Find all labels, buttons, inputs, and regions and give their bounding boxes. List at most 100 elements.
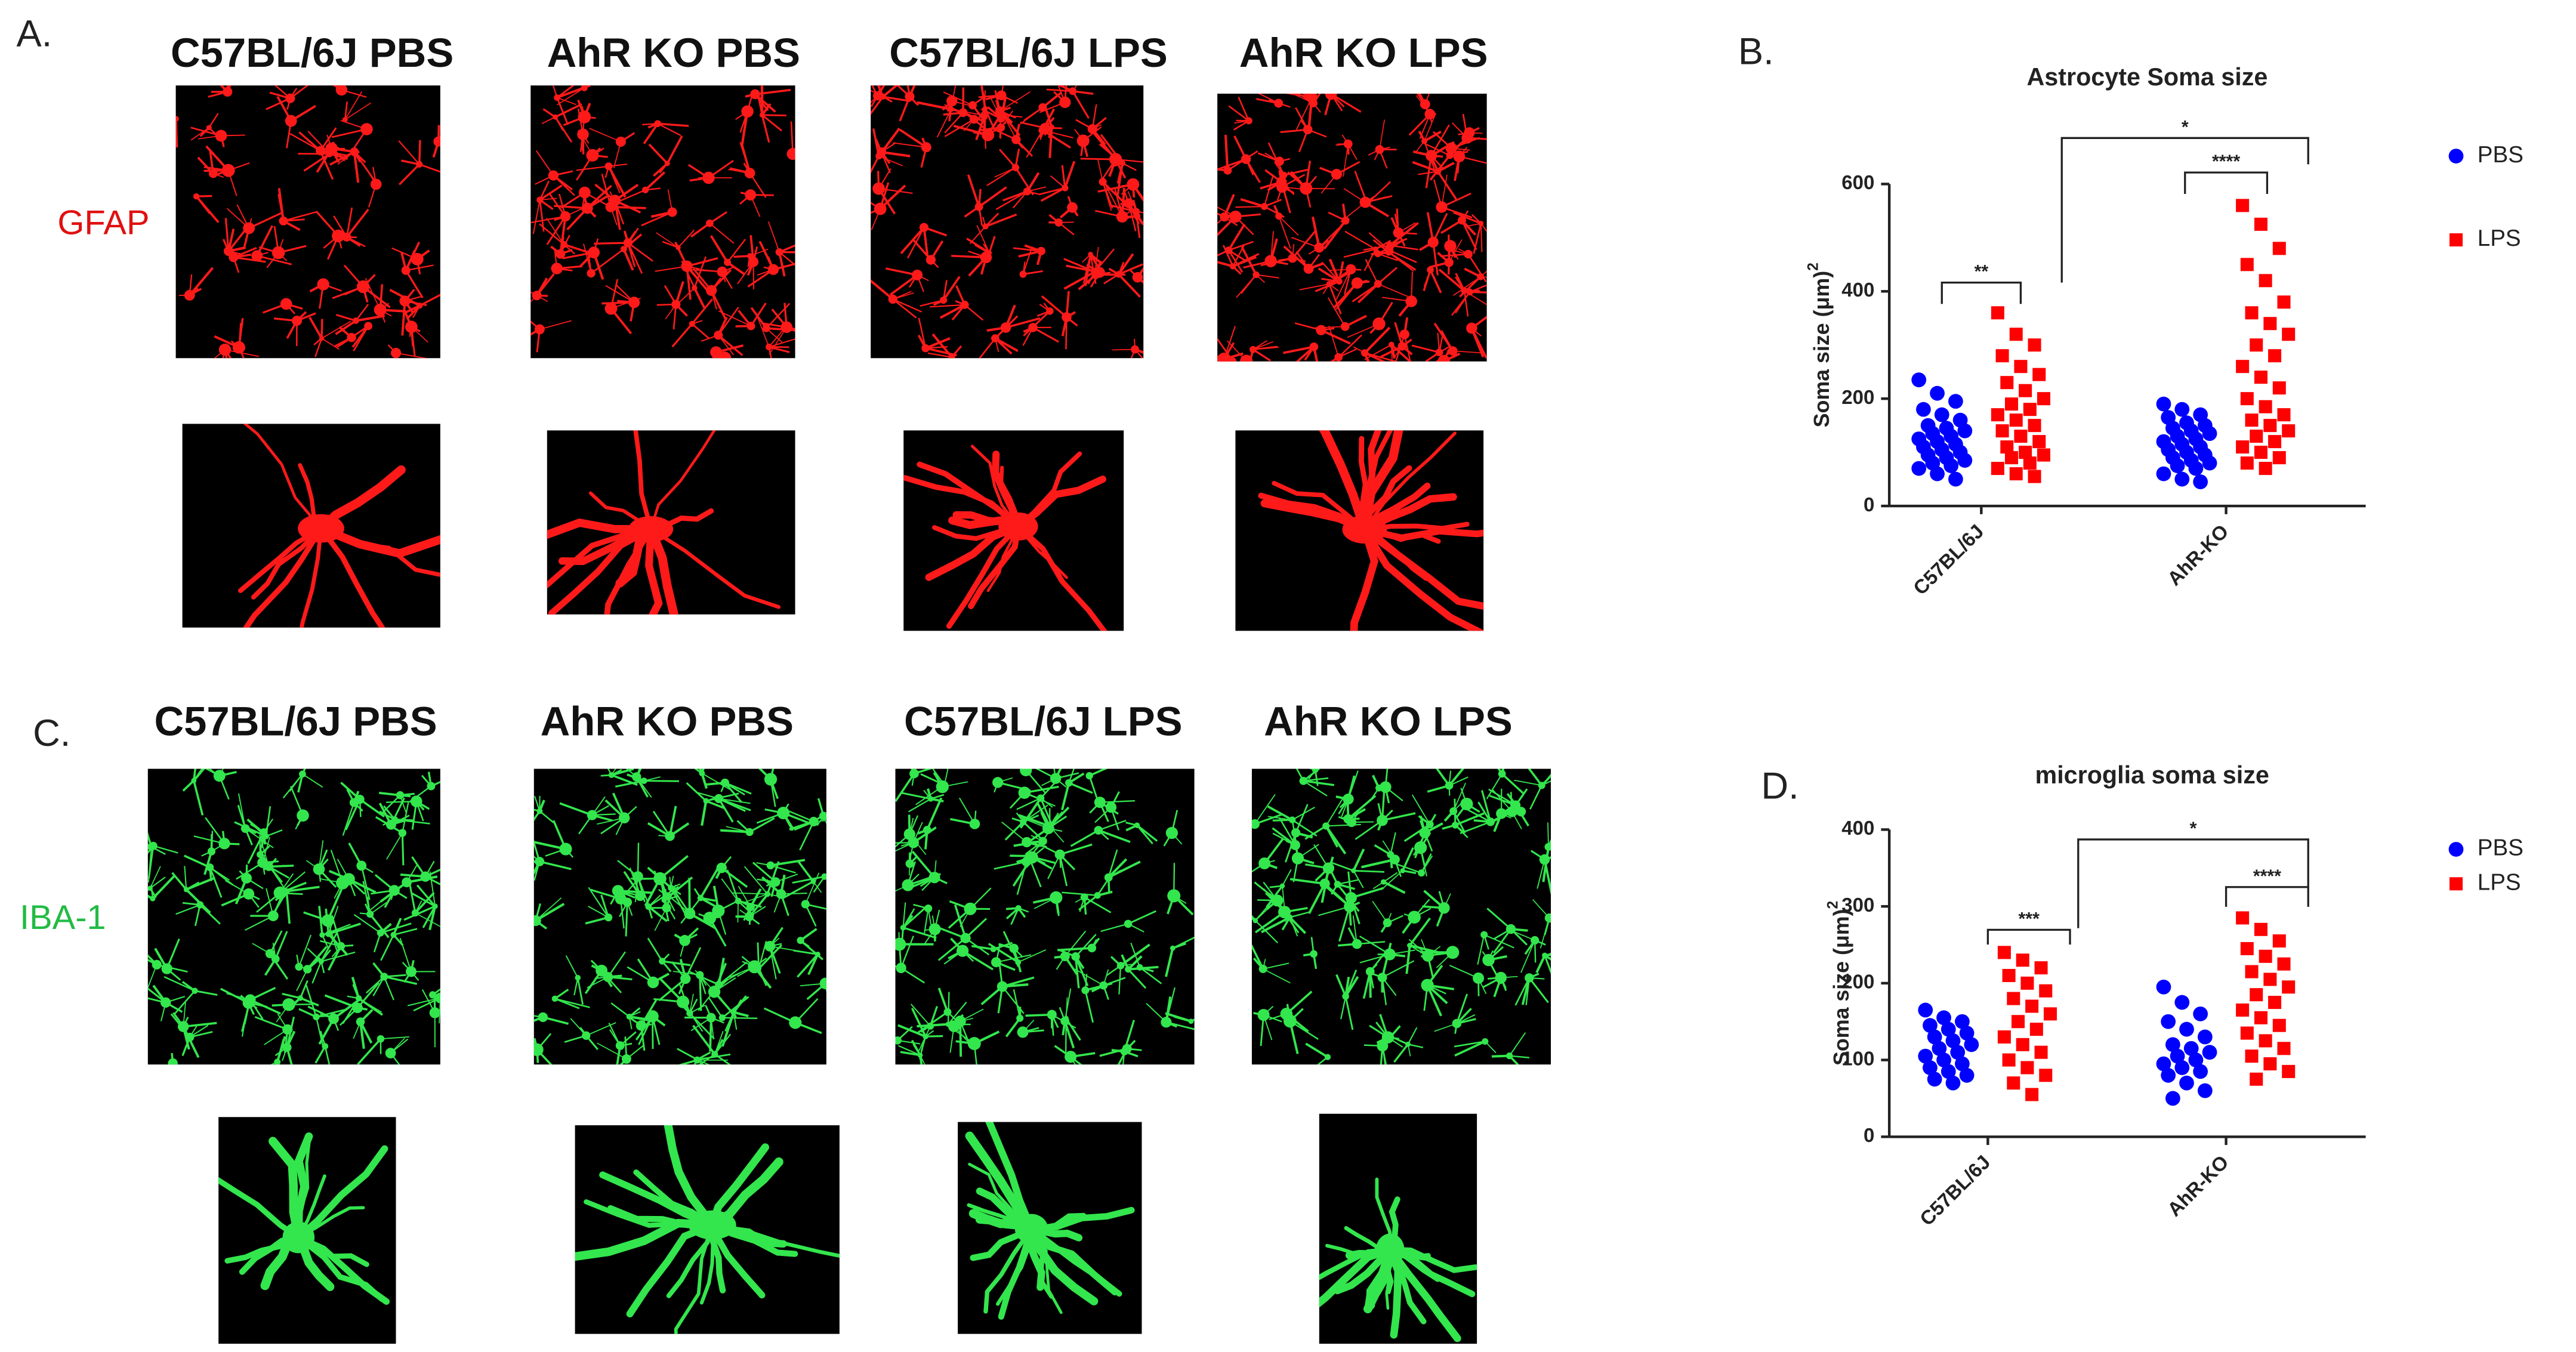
process xyxy=(243,424,323,530)
process xyxy=(1441,174,1448,208)
process xyxy=(1529,785,1542,810)
process xyxy=(1363,249,1377,271)
process xyxy=(390,1052,400,1065)
process xyxy=(968,1209,1036,1234)
process xyxy=(318,906,323,936)
process xyxy=(1437,162,1455,173)
process xyxy=(588,887,609,918)
process xyxy=(779,244,795,254)
process xyxy=(623,233,643,250)
process xyxy=(934,860,937,878)
process xyxy=(1438,891,1445,909)
process xyxy=(692,1024,716,1055)
process xyxy=(1023,270,1043,276)
process xyxy=(320,961,325,974)
process xyxy=(1511,811,1522,829)
process xyxy=(1350,526,1378,631)
process xyxy=(1072,90,1094,95)
process xyxy=(1223,326,1236,360)
process xyxy=(147,844,152,848)
process xyxy=(650,211,673,218)
process xyxy=(783,302,788,328)
process xyxy=(326,888,343,921)
process xyxy=(277,1013,288,1030)
process xyxy=(1347,143,1358,160)
process xyxy=(171,1052,174,1064)
process xyxy=(560,249,573,255)
significance-bracket xyxy=(1941,281,2022,304)
process xyxy=(332,85,343,91)
process xyxy=(541,116,556,125)
process xyxy=(430,780,440,788)
process xyxy=(1361,526,1484,610)
process xyxy=(1369,323,1380,334)
micrograph xyxy=(147,768,440,1065)
process xyxy=(345,208,369,238)
process xyxy=(160,1002,166,1021)
process xyxy=(1131,184,1136,198)
process xyxy=(172,1012,184,1027)
process xyxy=(366,896,371,915)
process xyxy=(1083,897,1087,915)
process xyxy=(766,302,791,329)
process xyxy=(701,334,719,342)
process xyxy=(264,958,277,976)
process xyxy=(386,832,403,860)
data-point xyxy=(1932,1041,1947,1056)
process xyxy=(1387,1246,1477,1273)
process xyxy=(1532,899,1550,919)
process xyxy=(1541,773,1551,786)
process xyxy=(766,861,780,894)
process xyxy=(372,166,377,185)
process xyxy=(1528,768,1543,786)
significance-label: **** xyxy=(2212,152,2240,172)
process xyxy=(592,813,616,816)
process xyxy=(1350,887,1384,899)
process xyxy=(554,116,564,131)
y-tick-label: 600 xyxy=(1841,171,1874,193)
process xyxy=(1224,215,1236,219)
process xyxy=(979,338,996,359)
stain-label: GFAP xyxy=(57,204,149,242)
process xyxy=(1389,949,1415,955)
process xyxy=(248,893,260,900)
process xyxy=(985,1122,1035,1233)
process xyxy=(536,294,548,297)
process xyxy=(1303,780,1328,797)
process xyxy=(244,915,274,931)
data-point xyxy=(2043,1007,2057,1021)
process xyxy=(1075,934,1097,958)
process xyxy=(769,927,783,947)
data-point xyxy=(2000,440,2014,454)
process xyxy=(369,890,395,911)
process xyxy=(1462,113,1469,138)
process xyxy=(344,101,348,120)
process xyxy=(1224,134,1229,171)
process xyxy=(1055,897,1060,916)
process xyxy=(1075,897,1085,903)
process xyxy=(1273,205,1280,217)
process xyxy=(727,239,746,263)
process xyxy=(1308,262,1324,270)
process xyxy=(387,344,397,354)
process xyxy=(328,869,350,881)
process xyxy=(615,524,656,588)
process xyxy=(1480,223,1487,233)
process xyxy=(920,147,927,168)
process xyxy=(1017,962,1022,973)
process xyxy=(319,127,337,152)
data-point xyxy=(2174,402,2190,417)
process xyxy=(1263,962,1289,970)
data-point xyxy=(2272,242,2286,255)
process xyxy=(1061,782,1070,810)
process xyxy=(994,860,1027,870)
process xyxy=(1473,223,1482,254)
cell-body xyxy=(1346,264,1356,274)
process xyxy=(398,140,420,165)
process xyxy=(977,189,982,207)
process xyxy=(1059,854,1068,887)
data-point xyxy=(1918,1002,1933,1018)
process xyxy=(1171,832,1183,845)
process xyxy=(1217,212,1225,218)
micrograph-texture xyxy=(1217,93,1487,362)
